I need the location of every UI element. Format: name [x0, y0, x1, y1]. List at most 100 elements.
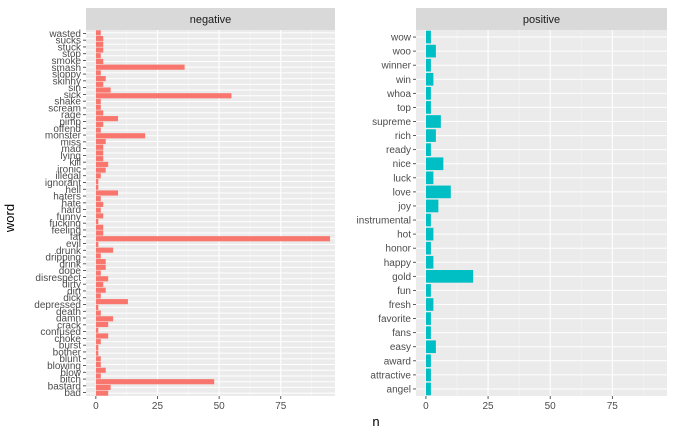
x-tick-label: 50 — [214, 401, 226, 412]
y-tick-label: skinny — [53, 76, 81, 87]
y-tick-label: blunt — [59, 354, 81, 365]
x-tick-label: 75 — [607, 401, 619, 412]
bar — [425, 326, 431, 339]
y-tick-label: sick — [64, 90, 82, 101]
bar — [95, 344, 99, 350]
x-tick-label: 0 — [423, 401, 429, 412]
y-tick-label: sloppy — [52, 70, 81, 81]
bar — [95, 116, 119, 122]
bar — [95, 178, 99, 185]
bar — [95, 41, 104, 47]
y-tick-label: bastard — [48, 381, 81, 392]
y-tick-label: winner — [381, 61, 412, 72]
bar — [95, 264, 106, 270]
bar — [95, 339, 101, 345]
bar — [95, 150, 104, 156]
facet-strip-label: positive — [523, 14, 560, 26]
y-tick-label: drink — [59, 259, 82, 270]
bar — [425, 241, 431, 255]
y-tick-label: ironic — [57, 164, 81, 175]
bar — [95, 156, 104, 162]
y-tick-label: win — [395, 75, 411, 86]
y-tick-label: fat — [70, 232, 81, 243]
bar — [95, 304, 99, 310]
bar — [425, 340, 436, 354]
y-tick-label: dope — [59, 266, 82, 277]
y-tick-label: crack — [57, 320, 82, 331]
bar — [95, 321, 109, 328]
x-axis-title: n — [372, 414, 379, 429]
y-tick-label: hate — [62, 198, 82, 209]
y-tick-label: lying — [60, 151, 81, 162]
bar — [95, 161, 109, 167]
bar — [95, 316, 114, 322]
bar — [95, 138, 106, 145]
panel-positive: positive 0 25 50 75 angel attractive award easy f… — [357, 8, 667, 412]
y-tick-label: drunk — [56, 246, 82, 257]
y-tick-label: illegal — [55, 171, 81, 182]
y-tick-label: attractive — [370, 370, 411, 381]
bar — [95, 173, 101, 179]
y-tick-label: hard — [61, 205, 81, 216]
bar — [95, 64, 185, 70]
bar — [95, 144, 104, 150]
bar — [95, 373, 101, 379]
bar — [95, 299, 128, 305]
y-tick-label: easy — [390, 342, 411, 353]
bar — [425, 227, 434, 241]
y-tick-label: depressed — [34, 300, 81, 311]
y-tick-label: dirty — [62, 280, 81, 291]
y-tick-label: luck — [393, 173, 412, 184]
bar — [95, 356, 101, 362]
bar — [95, 367, 106, 373]
bar — [95, 110, 104, 116]
bar — [95, 219, 99, 225]
bar — [425, 58, 431, 72]
y-tick-label: stuck — [58, 42, 82, 53]
x-tick-label: 50 — [545, 401, 557, 412]
bar — [95, 361, 101, 368]
y-tick-label: haters — [53, 192, 81, 203]
facet-strip — [86, 8, 335, 30]
bar — [425, 87, 431, 100]
panel-background — [86, 30, 335, 396]
panel-background — [416, 30, 667, 396]
y-tick-label: fun — [397, 286, 411, 297]
bar — [425, 270, 474, 283]
bar — [95, 53, 101, 59]
bar — [425, 368, 431, 382]
y-tick-label: evil — [66, 239, 81, 250]
bar — [425, 44, 436, 58]
y-tick-label: offend — [53, 124, 81, 135]
y-tick-label: ignorant — [45, 178, 81, 189]
y-tick-label: blow — [60, 368, 81, 379]
y-tick-label: rich — [395, 131, 411, 142]
x-tick-label: 25 — [483, 401, 495, 412]
y-tick-label: wasted — [48, 29, 81, 40]
panel-negative: negative 0 25 50 75 badbastardbitchblowblowin… — [34, 8, 335, 412]
y-tick-label: woo — [392, 47, 412, 58]
y-tick-label: bad — [64, 388, 81, 399]
bar — [95, 230, 104, 236]
y-tick-label: dick — [63, 293, 82, 304]
bar — [95, 201, 104, 207]
bar — [425, 354, 431, 368]
bar — [95, 236, 331, 242]
bar — [95, 184, 99, 190]
bar — [425, 101, 431, 114]
facet-strip-label: negative — [190, 14, 232, 26]
bar — [95, 379, 215, 385]
bar — [425, 115, 441, 128]
y-tick-label: feeling — [52, 225, 81, 236]
y-tick-label: miss — [60, 137, 81, 148]
bar — [95, 93, 232, 99]
y-tick-label: bother — [53, 347, 82, 358]
y-tick-label: happy — [384, 258, 411, 269]
y-tick-label: dirt — [67, 286, 81, 297]
y-tick-label: damn — [56, 314, 81, 325]
bar — [95, 70, 101, 76]
bar — [95, 167, 106, 173]
y-tick-label: rage — [61, 110, 81, 121]
bar — [425, 312, 431, 325]
bar — [95, 287, 106, 293]
